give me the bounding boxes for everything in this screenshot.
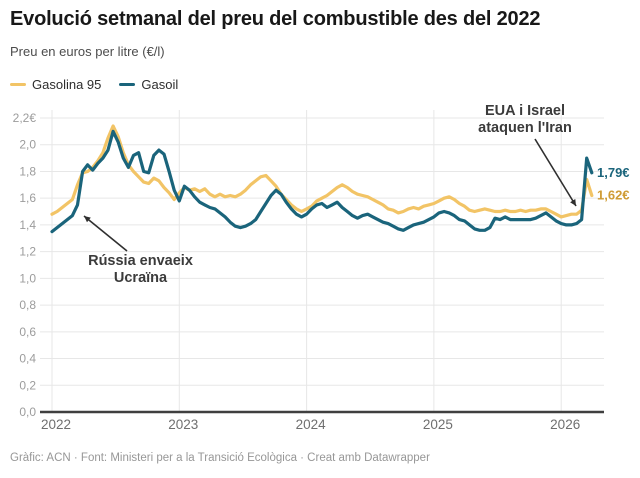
iran-annotation-arrow-head [570, 199, 576, 206]
x-tick-label: 2023 [168, 417, 198, 432]
russia-annotation-arrow [83, 215, 128, 252]
x-tick-label: 2025 [423, 417, 453, 432]
y-tick-label: 0,2 [19, 378, 36, 392]
y-tick-label: 1,0 [19, 271, 36, 285]
y-tick-label: 2,0 [19, 138, 36, 152]
end-label-gasoil: 1,79€ [597, 165, 630, 180]
series-line-gasolina [50, 124, 594, 219]
end-label-gasolina: 1,62€ [597, 188, 630, 203]
y-tick-label: 1,8 [19, 164, 36, 178]
legend-label-gasoil: Gasoil [141, 77, 179, 92]
y-tick-label: 1,6 [19, 191, 36, 205]
russia-annotation-arrow-head [84, 216, 91, 223]
annotation-russia-invasion: Rússia envaeix Ucraïna [68, 253, 213, 287]
gasolina-line-swatch-icon [10, 82, 26, 87]
x-tick-label: 2026 [550, 417, 580, 432]
y-tick-label: 2,2€ [13, 111, 37, 125]
chart-credit-footer: Gràfic: ACN · Font: Ministeri per a la T… [10, 452, 430, 464]
annotation-russia-line2: Ucraïna [113, 270, 168, 286]
y-tick-label: 0,8 [19, 298, 36, 312]
y-tick-label: 1,2 [19, 245, 36, 259]
y-tick-label: 0,0 [19, 405, 36, 419]
legend-item-gasoil: Gasoil [119, 77, 178, 92]
annotation-russia-line1: Rússia envaeix [88, 253, 193, 269]
series-line-gasoil [50, 129, 594, 234]
annotation-iran-line1: EUA i Israel [484, 103, 566, 119]
annotation-iran-line2: ataquen l'Iran [478, 120, 572, 136]
page-title: Evolució setmanal del preu del combustib… [10, 8, 541, 30]
legend-label-gasolina: Gasolina 95 [32, 77, 102, 92]
gasoil-line-swatch-icon [119, 82, 136, 87]
chart-legend: Gasolina 95 Gasoil [10, 77, 178, 92]
chart-subtitle: Preu en euros per litre (€/l) [10, 44, 165, 59]
x-tick-label: 2024 [296, 417, 327, 432]
x-tick-label: 2022 [41, 417, 71, 432]
y-tick-label: 1,4 [19, 218, 36, 232]
annotation-iran-attack: EUA i Israel ataquen l'Iran [470, 103, 580, 137]
y-tick-label: 0,4 [19, 352, 36, 366]
iran-annotation-arrow [534, 138, 577, 207]
legend-item-gasolina: Gasolina 95 [10, 77, 101, 92]
y-tick-label: 0,6 [19, 325, 36, 339]
